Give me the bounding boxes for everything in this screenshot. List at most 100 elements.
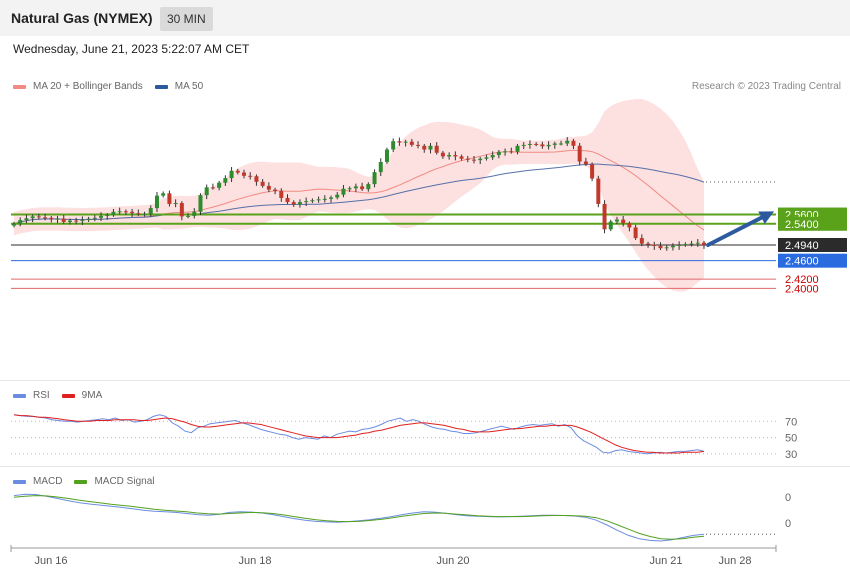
- candle-body: [509, 151, 514, 153]
- candle-body: [217, 182, 222, 188]
- candle-body: [12, 223, 16, 226]
- candle-body: [80, 220, 85, 222]
- candle-body: [378, 161, 383, 173]
- bollinger-band: [14, 98, 704, 292]
- candle-body: [571, 140, 576, 146]
- candle-body: [260, 181, 265, 186]
- chart-datetime: Wednesday, June 21, 2023 5:22:07 AM CET: [13, 42, 250, 56]
- level-label: 2.4200: [785, 274, 819, 286]
- candle-body: [459, 156, 464, 159]
- time-tick-label: Jun 21: [649, 555, 682, 567]
- chart-header: Natural Gas (NYMEX) 30 MIN: [0, 0, 850, 36]
- candle-body: [148, 208, 153, 214]
- macd-legend-label: MACD: [33, 476, 63, 487]
- candle-body: [384, 149, 389, 162]
- candle-body: [440, 152, 445, 157]
- candle-body: [353, 186, 358, 189]
- candle-body: [304, 201, 309, 203]
- candle-body: [596, 178, 601, 204]
- candle-body: [266, 185, 271, 190]
- time-tick-label: Jun 16: [34, 555, 67, 567]
- candle-body: [658, 245, 663, 249]
- candle-body: [490, 155, 495, 158]
- candle-body: [670, 245, 675, 248]
- ma50-legend-label: MA 50: [174, 81, 204, 92]
- candle-body: [515, 145, 520, 152]
- candle-body: [117, 211, 122, 213]
- candle-body: [527, 143, 532, 145]
- candle-body: [186, 215, 191, 217]
- interval-badge[interactable]: 30 MIN: [160, 7, 213, 31]
- instrument-title: Natural Gas (NYMEX): [11, 10, 153, 26]
- ma20-legend-label: MA 20 + Bollinger Bands: [33, 81, 143, 92]
- level-label: 2.5400: [785, 219, 819, 231]
- macd-swatch: [13, 479, 26, 484]
- candle-body: [652, 244, 657, 246]
- candle-body: [521, 144, 526, 146]
- candle-body: [285, 197, 290, 203]
- main-legend: MA 20 + Bollinger Bands MA 50: [13, 81, 215, 92]
- candle-body: [179, 203, 184, 217]
- rsi-ma-legend-label: 9MA: [81, 390, 103, 401]
- candle-body: [434, 145, 439, 153]
- level-label-box: [778, 253, 847, 268]
- candle-body: [614, 219, 619, 222]
- candle-body: [372, 172, 377, 185]
- candle-body: [683, 244, 688, 246]
- ma50-line: [13, 163, 705, 225]
- candle-body: [43, 217, 48, 219]
- candle-body: [695, 242, 700, 244]
- candle-body: [478, 158, 483, 161]
- ma50-swatch: [154, 84, 168, 89]
- candle-body: [602, 203, 607, 230]
- candle-body: [590, 164, 595, 179]
- rsi-tick-label: 30: [785, 449, 797, 461]
- candle-body: [608, 221, 613, 230]
- candle-body: [167, 193, 172, 204]
- candle-body: [391, 141, 396, 150]
- candle-body: [484, 157, 489, 159]
- forecast-arrow-head: [758, 211, 774, 224]
- candle-body: [310, 200, 315, 202]
- ma20-swatch: [13, 84, 26, 89]
- candle-body: [689, 243, 694, 245]
- candle-body: [664, 247, 669, 249]
- candle-body: [428, 145, 433, 150]
- macd-signal-legend-label: MACD Signal: [94, 476, 155, 487]
- candle-body: [49, 217, 54, 220]
- candle-body: [583, 161, 588, 165]
- candle-body: [552, 143, 557, 145]
- candle-body: [154, 195, 159, 209]
- candle-body: [540, 144, 545, 147]
- candle-body: [223, 178, 228, 183]
- candle-body: [422, 145, 427, 150]
- level-label: 2.4000: [785, 283, 819, 295]
- candle-body: [18, 220, 23, 224]
- rsi-legend: RSI 9MA: [13, 390, 114, 401]
- candle-body: [136, 213, 141, 215]
- macd-tick-label: 0: [785, 492, 791, 504]
- forecast-arrow: [706, 214, 766, 247]
- candle-body: [198, 195, 203, 212]
- candle-body: [111, 211, 116, 216]
- candle-body: [639, 238, 644, 244]
- candle-body: [210, 187, 215, 189]
- candle-body: [534, 143, 539, 145]
- candle-body: [92, 217, 97, 219]
- candle-body: [123, 211, 128, 213]
- candle-body: [291, 202, 296, 205]
- candle-body: [273, 189, 278, 192]
- macd-legend: MACD MACD Signal: [13, 476, 166, 487]
- candle-body: [360, 186, 365, 190]
- candle-body: [546, 144, 551, 147]
- candle-body: [105, 215, 110, 217]
- candle-body: [74, 220, 79, 222]
- level-label: 2.4600: [785, 256, 819, 268]
- candle-body: [329, 197, 334, 199]
- candle-body: [702, 242, 706, 245]
- rsi-tick-label: 50: [785, 433, 797, 445]
- rsi-ma-swatch: [61, 393, 75, 398]
- candle-body: [409, 141, 414, 145]
- rsi-swatch: [13, 393, 26, 398]
